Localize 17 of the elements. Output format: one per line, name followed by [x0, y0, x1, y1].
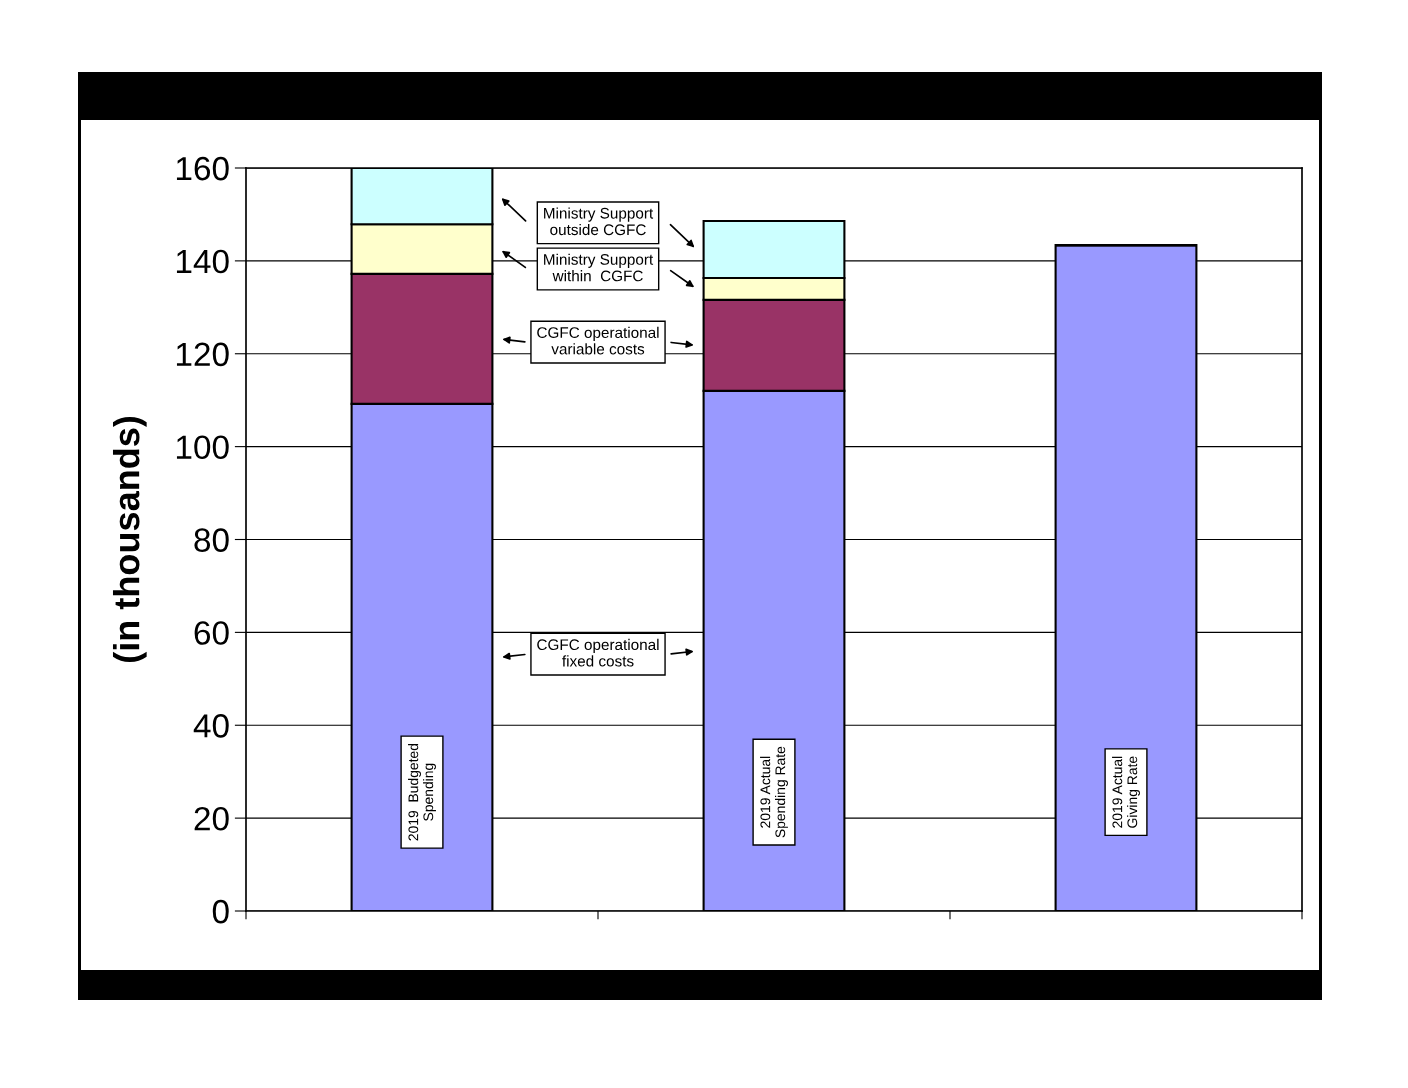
- y-tick-label: 100: [176, 435, 229, 460]
- y-tick-label: 40: [193, 714, 229, 738]
- x-tick-label: 2019 Actual Giving Rate: [1112, 756, 1140, 828]
- y-tick-label: 60: [194, 621, 229, 645]
- y-tick-label: 140: [176, 249, 229, 274]
- legend-label: Ministry Support within CGFC: [544, 253, 654, 282]
- y-tick-label: 20: [194, 806, 229, 831]
- legend-label: Ministry Support outside CGFC: [544, 207, 654, 236]
- legend-label: CGFC operational fixed costs: [537, 638, 659, 667]
- y-axis-title: (in thousands): [112, 416, 147, 663]
- x-tick-label: 2019 Budgeted Spending: [408, 743, 436, 841]
- y-tick-label: 120: [176, 342, 229, 367]
- x-tick-label: 2019 Actual Spending Rate: [760, 746, 788, 838]
- y-tick-label: 0: [212, 899, 229, 924]
- y-tick-label: 160: [176, 156, 229, 181]
- legend-label: CGFC operational variable costs: [537, 326, 659, 355]
- y-tick-label: 80: [194, 528, 229, 552]
